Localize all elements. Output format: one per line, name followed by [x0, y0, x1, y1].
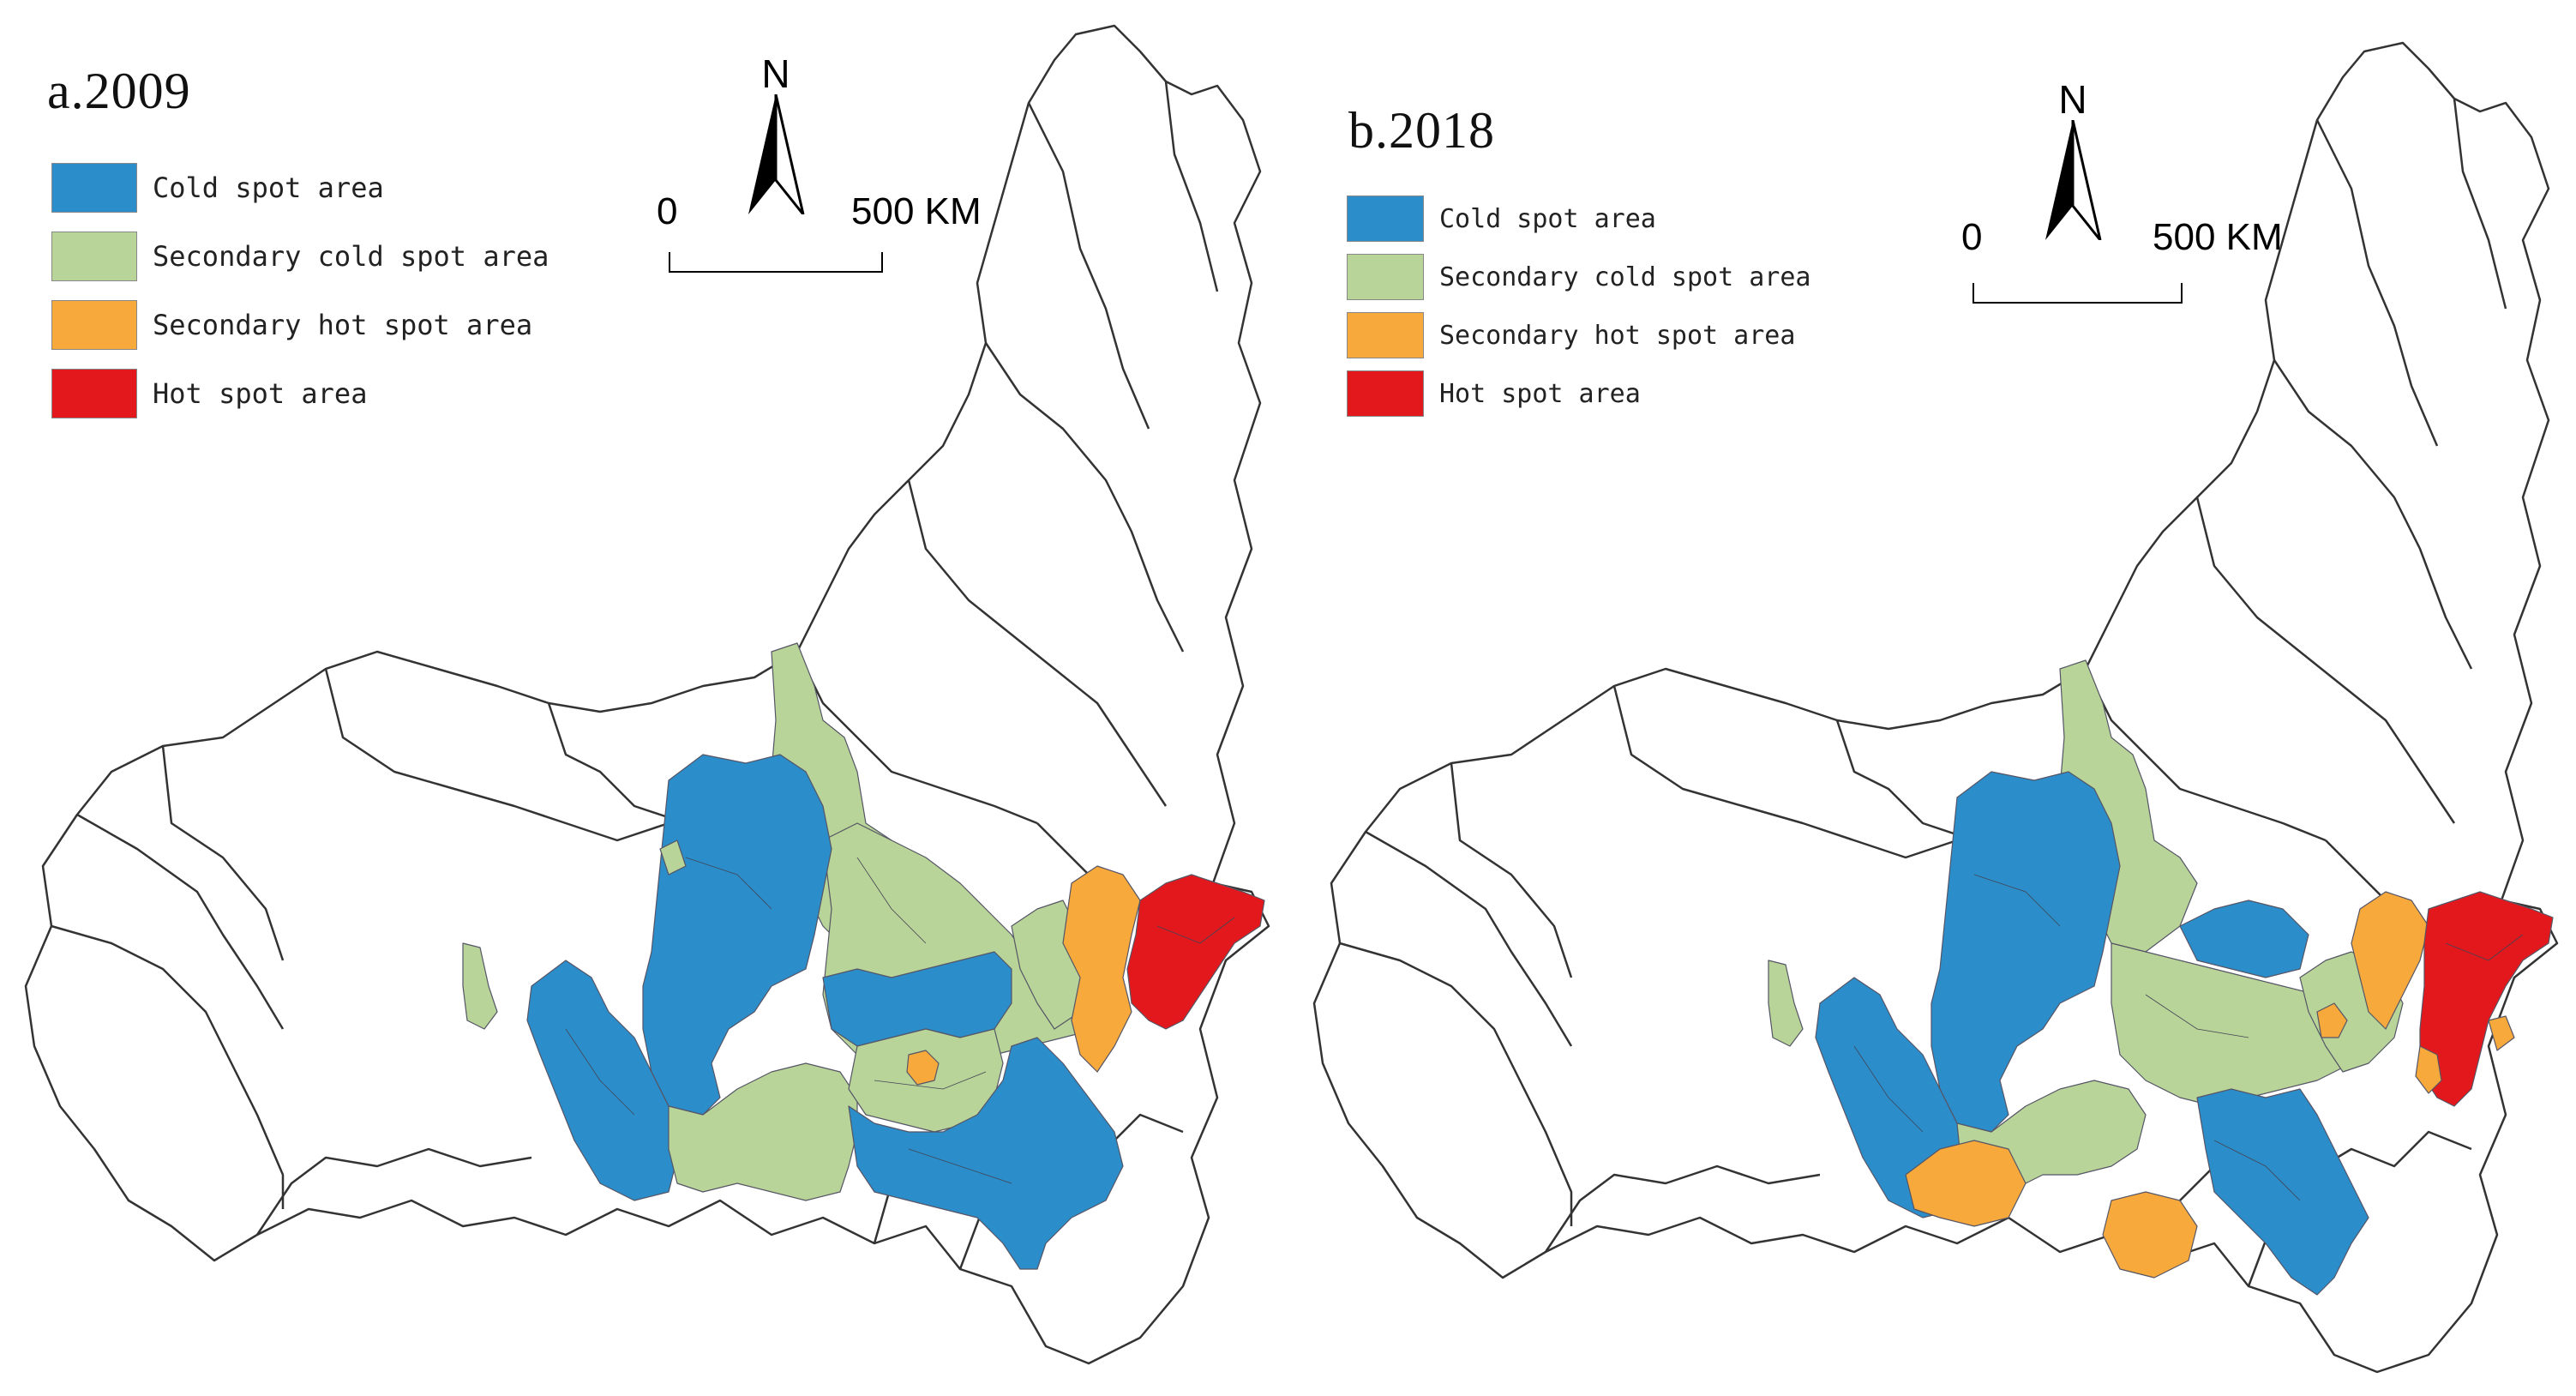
north-arrow-icon	[2045, 119, 2102, 241]
map-panel-2009: a.2009 Cold spot area Secondary cold spo…	[24, 24, 1270, 1365]
region-cold	[1930, 771, 2121, 1133]
legend-swatch-secondary-cold	[51, 232, 137, 281]
region-secondary-hot	[2316, 1002, 2348, 1038]
legend-item-hot: Hot spot area	[1347, 370, 1810, 417]
region-cold	[848, 1037, 1124, 1270]
scale-bar	[1973, 283, 2183, 304]
region-secondary-hot	[906, 1050, 940, 1086]
legend-swatch-cold	[51, 163, 137, 213]
region-secondary-hot	[2102, 1191, 2198, 1279]
legend-item-cold: Cold spot area	[51, 163, 549, 213]
region-secondary-hot	[2488, 1015, 2515, 1051]
legend-item-cold: Cold spot area	[1347, 196, 1810, 242]
scale-start-label: 0	[1961, 216, 1983, 258]
legend-item-secondary-cold: Secondary cold spot area	[1347, 254, 1810, 300]
region-secondary-cold	[1768, 960, 1804, 1047]
region-secondary-hot	[1905, 1140, 2027, 1227]
region-secondary-cold	[659, 839, 687, 876]
legend-label: Secondary cold spot area	[1439, 262, 1811, 292]
scale-end-label: 500 KM	[2153, 216, 2283, 258]
choropleth-map-2009	[24, 24, 1270, 1365]
region-cold	[2196, 1088, 2369, 1296]
region-secondary-hot	[2415, 1045, 2442, 1094]
legend-label: Secondary hot spot area	[1439, 320, 1796, 351]
legend: Cold spot area Secondary cold spot area …	[1347, 196, 1810, 417]
region-cold	[2179, 900, 2309, 978]
legend-swatch-secondary-hot	[51, 300, 137, 350]
north-label: N	[761, 51, 790, 96]
map-panel-2018: b.2018 Cold spot area Secondary cold spo…	[1288, 0, 2576, 1396]
region-secondary-cold	[668, 1062, 858, 1201]
legend-swatch-hot	[1347, 370, 1424, 417]
legend-label: Hot spot area	[153, 377, 368, 410]
legend-item-secondary-cold: Secondary cold spot area	[51, 232, 549, 281]
scale-bar	[669, 252, 883, 273]
north-arrow-icon	[748, 93, 805, 215]
legend-label: Cold spot area	[1439, 203, 1656, 234]
legend-label: Cold spot area	[153, 171, 384, 204]
scale-end-label: 500 KM	[851, 190, 982, 232]
legend-item-hot: Hot spot area	[51, 369, 549, 418]
choropleth-map-2018	[1312, 41, 2559, 1374]
region-secondary-hot	[1062, 865, 1141, 1073]
legend: Cold spot area Secondary cold spot area …	[51, 163, 549, 418]
region-hot	[1126, 874, 1265, 1030]
legend-item-secondary-hot: Secondary hot spot area	[51, 300, 549, 350]
region-outline	[1312, 41, 2559, 1374]
legend-swatch-cold	[1347, 196, 1424, 242]
region-outline	[24, 24, 1270, 1365]
legend-label: Hot spot area	[1439, 378, 1641, 409]
region-cold	[642, 754, 832, 1116]
legend-label: Secondary cold spot area	[153, 240, 549, 273]
north-arrow: N	[733, 53, 819, 219]
legend-item-secondary-hot: Secondary hot spot area	[1347, 312, 1810, 358]
scale-start-label: 0	[657, 190, 678, 232]
panel-title: a.2009	[47, 63, 191, 119]
legend-swatch-secondary-hot	[1347, 312, 1424, 358]
legend-label: Secondary hot spot area	[153, 309, 533, 341]
panel-title: b.2018	[1348, 102, 1495, 159]
legend-swatch-hot	[51, 369, 137, 418]
north-arrow: N	[2030, 79, 2116, 244]
north-label: N	[2058, 77, 2087, 122]
legend-swatch-secondary-cold	[1347, 254, 1424, 300]
region-secondary-cold	[462, 942, 498, 1030]
region-secondary-hot	[2351, 891, 2429, 1030]
